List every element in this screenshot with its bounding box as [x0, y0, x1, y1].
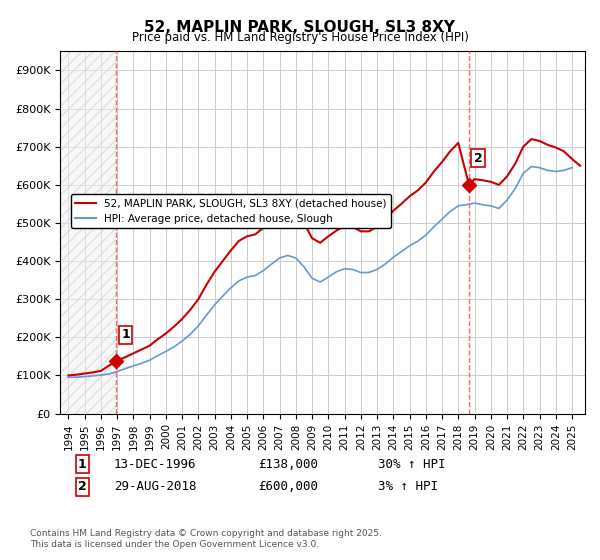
HPI: Average price, detached house, Slough: (2e+03, 3.08e+05): Average price, detached house, Slough: (…	[219, 293, 226, 300]
Text: 2: 2	[78, 480, 87, 493]
HPI: Average price, detached house, Slough: (2e+03, 2.58e+05): Average price, detached house, Slough: (…	[203, 312, 210, 319]
HPI: Average price, detached house, Slough: (2.02e+03, 6.48e+05): Average price, detached house, Slough: (…	[528, 163, 535, 170]
Text: Contains HM Land Registry data © Crown copyright and database right 2025.
This d: Contains HM Land Registry data © Crown c…	[30, 529, 382, 549]
Text: 2: 2	[474, 152, 482, 165]
Text: 52, MAPLIN PARK, SLOUGH, SL3 8XY: 52, MAPLIN PARK, SLOUGH, SL3 8XY	[145, 20, 455, 35]
Text: 13-DEC-1996: 13-DEC-1996	[114, 458, 197, 470]
Text: £138,000: £138,000	[258, 458, 318, 470]
Bar	[60, 52, 116, 414]
Legend: 52, MAPLIN PARK, SLOUGH, SL3 8XY (detached house), HPI: Average price, detached : 52, MAPLIN PARK, SLOUGH, SL3 8XY (detach…	[71, 194, 391, 228]
Line: HPI: Average price, detached house, Slough: HPI: Average price, detached house, Slou…	[68, 166, 572, 377]
HPI: Average price, detached house, Slough: (2.01e+03, 3.85e+05): Average price, detached house, Slough: (…	[301, 263, 308, 270]
HPI: Average price, detached house, Slough: (2.01e+03, 3.45e+05): Average price, detached house, Slough: (…	[317, 279, 324, 286]
Text: Price paid vs. HM Land Registry's House Price Index (HPI): Price paid vs. HM Land Registry's House …	[131, 31, 469, 44]
Text: 1: 1	[78, 458, 87, 470]
HPI: Average price, detached house, Slough: (2.02e+03, 4.52e+05): Average price, detached house, Slough: (…	[414, 238, 421, 245]
Text: 3% ↑ HPI: 3% ↑ HPI	[378, 480, 438, 493]
Bar	[60, 52, 116, 414]
HPI: Average price, detached house, Slough: (1.99e+03, 9.5e+04): Average price, detached house, Slough: (…	[65, 374, 72, 381]
Text: £600,000: £600,000	[258, 480, 318, 493]
Text: 29-AUG-2018: 29-AUG-2018	[114, 480, 197, 493]
Text: 30% ↑ HPI: 30% ↑ HPI	[378, 458, 445, 470]
HPI: Average price, detached house, Slough: (2.02e+03, 6.38e+05): Average price, detached house, Slough: (…	[560, 167, 568, 174]
Text: 1: 1	[121, 328, 130, 341]
HPI: Average price, detached house, Slough: (2.02e+03, 6.45e+05): Average price, detached house, Slough: (…	[568, 164, 575, 171]
